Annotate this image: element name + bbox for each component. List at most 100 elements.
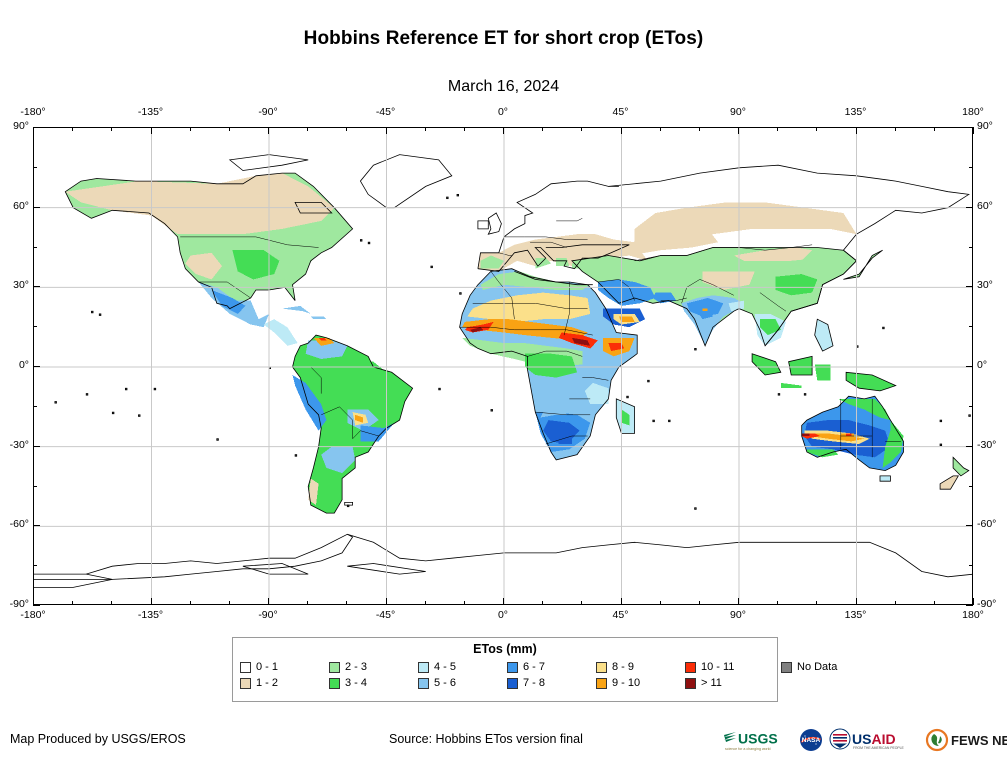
admin-border <box>738 244 813 251</box>
world-et-map[interactable] <box>34 128 973 605</box>
india-6-7 <box>686 298 724 317</box>
na-coastline <box>64 172 354 310</box>
usgs-logo[interactable]: USGS science for a changing world <box>722 728 794 752</box>
nasa-logo[interactable]: NASA <box>799 728 823 752</box>
et-raster-layer <box>65 173 969 514</box>
lon-label-top: -90° <box>258 106 278 118</box>
island-marker <box>111 411 115 415</box>
legend-label: 3 - 4 <box>345 677 368 689</box>
pampas-5-6 <box>321 446 356 474</box>
island-marker <box>54 401 57 404</box>
admin-border <box>556 218 583 222</box>
usaid-logo[interactable]: USAID FROM THE AMERICAN PEOPLE <box>828 728 920 752</box>
island-marker <box>647 379 650 383</box>
lon-label-top: 135° <box>844 106 867 118</box>
lon-label-bottom: 135° <box>844 609 867 621</box>
legend-row: 0 - 1 2 - 3 4 - 5 6 - 7 8 - 9 10 - 11 No Data <box>240 659 837 675</box>
legend-swatch <box>418 677 429 689</box>
horn-10-11 <box>608 343 625 352</box>
lat-label-left: 90° <box>13 120 29 132</box>
sudan-gt11 <box>571 337 591 346</box>
arabia-9-10 <box>618 316 635 322</box>
legend-label: 6 - 7 <box>523 661 546 673</box>
lon-label-bottom: 45° <box>612 609 629 621</box>
java <box>780 382 802 389</box>
india-hot-9-10 <box>702 308 708 312</box>
lon-tick <box>503 127 504 134</box>
lon-minor-tick <box>72 127 74 131</box>
lat-minor-tick <box>969 405 973 407</box>
admin-border <box>527 350 583 357</box>
admin-border <box>530 241 567 248</box>
island-marker <box>694 348 697 351</box>
lon-minor-tick <box>933 127 935 131</box>
island-marker <box>438 387 441 391</box>
lat-tick <box>966 605 973 606</box>
sumatra <box>752 353 781 375</box>
island-marker <box>359 239 363 242</box>
island-marker <box>346 504 350 508</box>
legend-label: 10 - 11 <box>701 661 735 673</box>
fewsnet-logo[interactable]: FEWS NET <box>925 728 1007 752</box>
island-marker <box>652 419 655 423</box>
canada-1-2 <box>65 173 335 235</box>
island-marker <box>459 292 462 295</box>
tanzania-4-5 <box>584 382 609 405</box>
lat-minor-tick <box>969 485 973 487</box>
coastline-layer <box>34 154 972 588</box>
borneo-coast <box>788 355 813 376</box>
lat-tick <box>33 206 40 208</box>
lon-label-top: -180° <box>20 106 46 118</box>
legend-label: 9 - 10 <box>612 677 641 689</box>
patagonia-3-4 <box>313 467 337 500</box>
legend-entry: 3 - 4 <box>329 677 418 689</box>
lat-label-right: -30° <box>977 438 997 451</box>
venez-hot-9-10 <box>313 337 335 346</box>
europe-1-2 <box>477 234 648 272</box>
admin-border <box>310 366 322 394</box>
lat-label-left: 30° <box>13 279 29 292</box>
map-container[interactable]: -180° -180° -135° -135° -90° -90° -45° -45° 0° 0°… <box>10 106 997 621</box>
antarctica-east-coast <box>347 533 972 578</box>
cuba <box>282 305 311 314</box>
legend-entry: 4 - 5 <box>418 661 507 673</box>
island-marker <box>153 387 157 391</box>
svg-text:USGS: USGS <box>738 731 778 747</box>
lon-minor-tick <box>189 601 191 605</box>
australia-coastline <box>801 395 904 472</box>
legend-swatch <box>685 661 696 673</box>
madagascar-3-4 <box>621 409 630 426</box>
australia-gt11 <box>801 433 810 436</box>
legend-label: 4 - 5 <box>434 661 457 673</box>
lon-tick <box>503 598 504 605</box>
med-south-coast <box>514 271 593 286</box>
lon-tick <box>855 598 857 605</box>
lon-minor-tick <box>698 601 700 605</box>
legend-entry: 0 - 1 <box>240 661 329 673</box>
great-basin-1-2 <box>185 252 222 280</box>
lon-tick <box>738 127 739 134</box>
lon-minor-tick <box>424 127 426 131</box>
legend-entry: 2 - 3 <box>329 661 418 673</box>
legend-swatch <box>685 677 696 689</box>
legend-entry: 6 - 7 <box>507 661 596 673</box>
greenland-coastline <box>359 154 453 209</box>
lon-tick <box>973 598 974 605</box>
legend-title: ETos (mm) <box>473 642 537 656</box>
legend-swatch <box>596 677 607 689</box>
lat-minor-tick <box>33 405 37 407</box>
legend-label: 2 - 3 <box>345 661 368 673</box>
gobi-1-2 <box>733 247 813 261</box>
venez-hot-10-11 <box>318 337 327 341</box>
lat-tick <box>966 366 973 367</box>
map-plot-frame[interactable] <box>33 127 973 605</box>
australia-north-3-4 <box>838 398 891 421</box>
sahara-8-9 <box>467 292 591 322</box>
mexico-6-7 <box>211 290 246 314</box>
lon-label-bottom: -135° <box>137 609 164 621</box>
legend-label: 5 - 6 <box>434 677 457 689</box>
island-marker <box>968 414 971 417</box>
lon-minor-tick <box>816 601 818 605</box>
venez-5-6 <box>305 340 348 359</box>
lat-tick <box>33 366 40 367</box>
